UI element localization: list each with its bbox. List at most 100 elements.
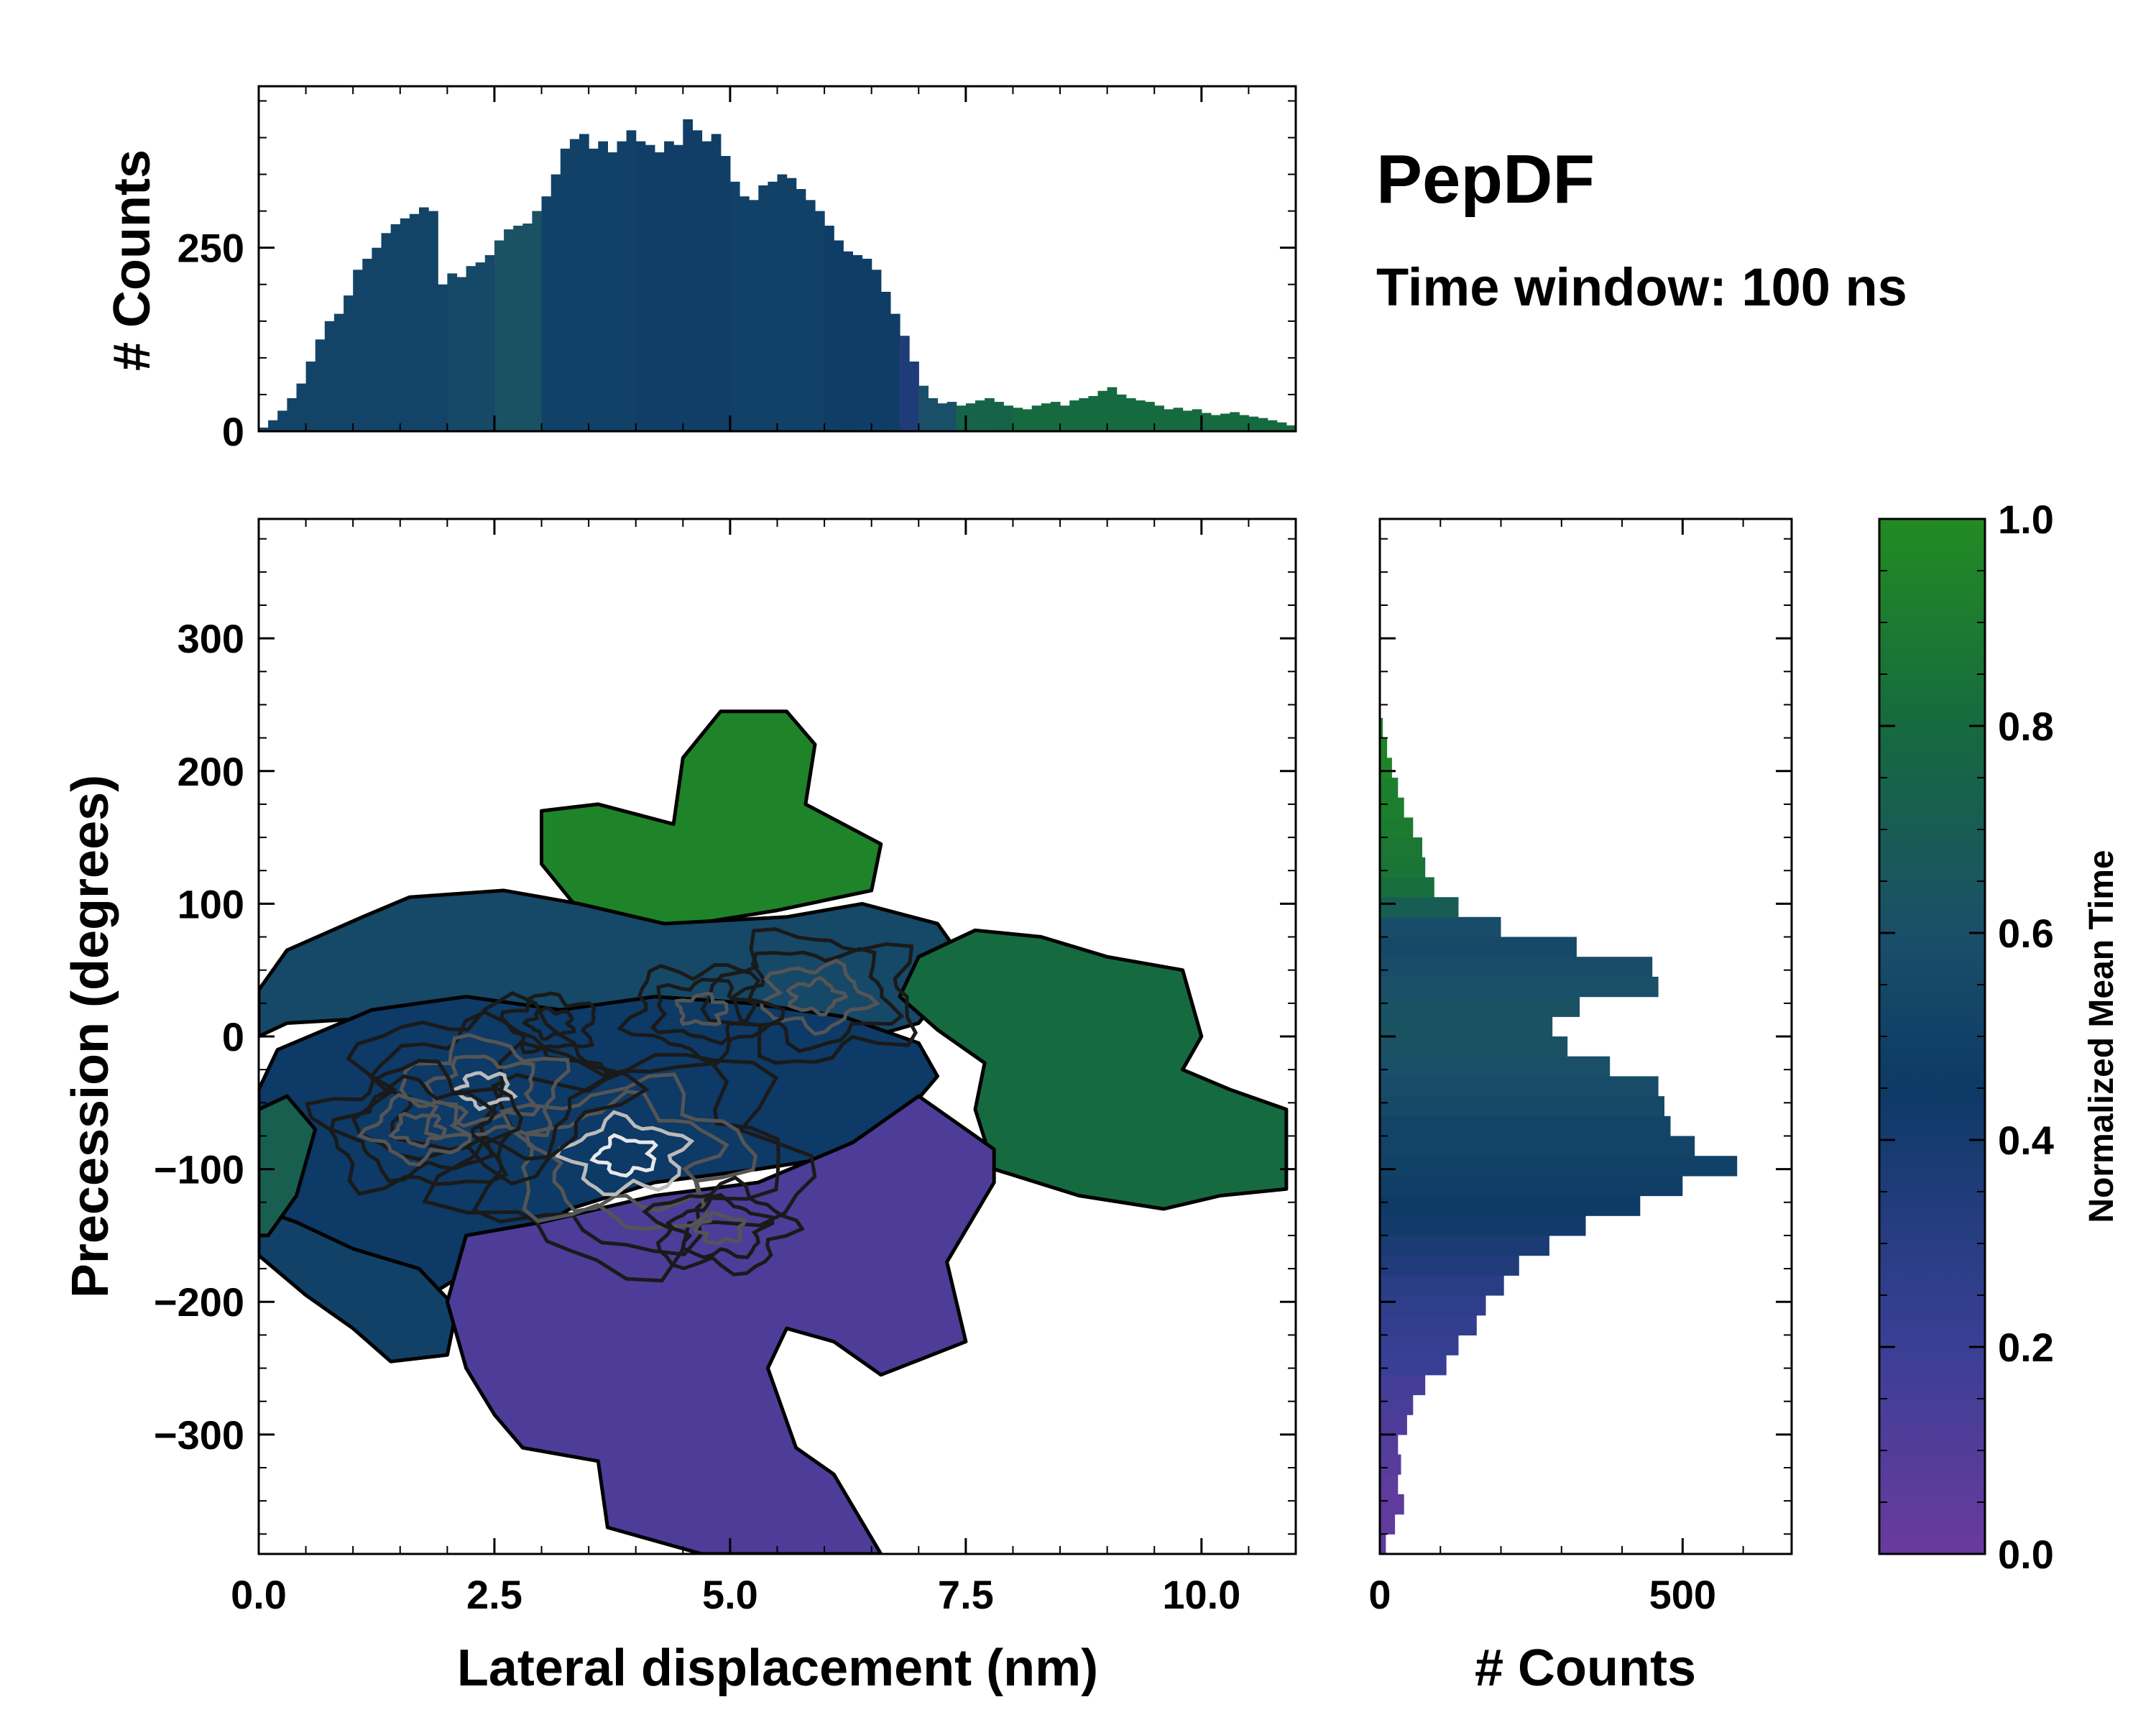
top-histogram-bar (522, 224, 533, 431)
top-histogram-bar (880, 292, 891, 431)
y-tick-label: −100 (154, 1147, 244, 1192)
top-histogram-bar (918, 385, 929, 431)
side-histogram-bar (1380, 1414, 1407, 1435)
side-histogram-bar (1380, 897, 1459, 918)
top-histogram-bar (1173, 408, 1184, 431)
top-histogram-bar (862, 259, 872, 431)
side-histogram-bar (1380, 1215, 1586, 1236)
top-histogram-bar (1060, 405, 1070, 431)
top-histogram-bar (786, 178, 797, 431)
top-histogram-bar (1050, 402, 1061, 431)
side-histogram-bar (1380, 877, 1434, 898)
top-histogram-bar (749, 200, 759, 431)
top-histogram-bar (494, 240, 505, 431)
side-histogram-bar (1380, 996, 1580, 1017)
top-histogram-bar (768, 181, 778, 432)
side-histogram-bar (1380, 1096, 1664, 1117)
figure-title: PepDF (1376, 141, 1595, 218)
region-upper-green-lobe (540, 709, 883, 932)
top-histogram-bar (344, 295, 354, 431)
side-histogram-bar (1380, 1355, 1447, 1376)
top-histogram-bar (1230, 412, 1240, 431)
colorbar-tick-label: 0.6 (1998, 911, 2054, 956)
side-histogram-bar (1380, 817, 1414, 838)
top-histogram-bar (409, 213, 420, 431)
contour-line (674, 991, 729, 1027)
side-histogram-bar (1380, 1136, 1695, 1156)
top-histogram-bar (1248, 416, 1259, 431)
top-histogram-bar (268, 420, 278, 431)
top-histogram-bar (475, 262, 486, 431)
top-histogram-bar (740, 196, 750, 431)
side-histogram-bar (1380, 1474, 1399, 1495)
contour-line (650, 978, 758, 1046)
top-histogram-bar (456, 277, 467, 431)
side-histogram-bar (1380, 1175, 1683, 1197)
top-histogram-bar (1116, 394, 1127, 431)
top-histogram-bar (532, 211, 543, 431)
joint-plot: 0.0 2.5 5.0 7.5 10.0 −300 −200 −100 0 100 200 300 L… (62, 518, 1297, 1697)
side-histogram-bar (1380, 1036, 1568, 1057)
top-histogram-bar (428, 211, 438, 431)
side-histogram-ticks: 0 500 (1368, 519, 1792, 1617)
side-histogram-bar (1380, 1056, 1611, 1077)
colorbar-tick-label: 0.0 (1998, 1532, 2054, 1577)
side-histogram-bars (1380, 717, 1738, 1555)
colorbar: 0.0 0.2 0.4 0.6 0.8 1.0 Normalized Mean Time (1878, 497, 2121, 1577)
top-histogram-bar (1135, 400, 1146, 431)
top-histogram-bar (1097, 390, 1108, 431)
top-histogram-bar (975, 400, 985, 431)
top-histogram-bar (985, 398, 995, 431)
top-histogram-ticks: 0 250 (178, 86, 1296, 454)
top-histogram-bar (1239, 415, 1249, 431)
top-histogram-bar (1154, 405, 1164, 431)
side-histogram: 0 500 # Counts (1368, 518, 1793, 1697)
contour-line (522, 1006, 576, 1041)
top-histogram-bar (381, 233, 392, 431)
side-histogram-bar (1380, 1315, 1477, 1335)
side-histogram-bar (1380, 737, 1388, 758)
top-histogram-bar (956, 405, 967, 431)
top-histogram-bar (937, 403, 948, 431)
top-histogram-bar (824, 226, 834, 431)
contour-line (555, 1110, 695, 1197)
top-histogram-bar (1031, 405, 1042, 431)
top-histogram-bar (353, 270, 363, 431)
top-histogram-bar (1003, 405, 1013, 431)
top-histogram-bar (777, 174, 788, 431)
colorbar-ticks: 0.0 0.2 0.4 0.6 0.8 1.0 (1879, 497, 2054, 1577)
top-histogram-bar (579, 134, 589, 431)
top-histogram-bar (484, 254, 495, 431)
top-histogram-bar (1088, 396, 1099, 431)
top-histogram-bar (871, 270, 882, 431)
side-histogram-bar (1380, 937, 1577, 957)
side-histogram-bar (1380, 1235, 1549, 1256)
top-histogram-bar (504, 229, 514, 431)
top-y-tick-label: 250 (178, 226, 244, 271)
top-histogram-bar (541, 196, 552, 431)
x-tick-label: 7.5 (938, 1572, 994, 1617)
top-histogram-bar (729, 181, 740, 432)
top-histogram-bars (259, 119, 1296, 432)
side-histogram-bar (1380, 1076, 1659, 1097)
x-tick-label: 2.5 (466, 1572, 522, 1617)
top-histogram-bar (1125, 398, 1136, 431)
top-histogram-bar (1041, 403, 1051, 431)
top-histogram-bar (1013, 408, 1023, 431)
side-x-tick-label: 0 (1368, 1572, 1391, 1617)
y-tick-label: 100 (178, 881, 244, 926)
top-histogram-bar (758, 185, 768, 431)
top-histogram-bar (513, 226, 523, 431)
y-tick-label: 0 (222, 1014, 244, 1059)
side-histogram-bar (1380, 1335, 1459, 1356)
side-histogram-bar (1380, 1195, 1641, 1216)
top-histogram-bar (664, 141, 674, 431)
side-x-tick-label: 500 (1649, 1572, 1716, 1617)
top-histogram-bar (909, 362, 919, 431)
top-histogram-bar (1079, 398, 1089, 431)
top-histogram-bar (1286, 425, 1296, 431)
top-histogram-bar (683, 119, 693, 431)
top-histogram-bar (720, 156, 731, 431)
top-histogram-bar (333, 313, 344, 431)
